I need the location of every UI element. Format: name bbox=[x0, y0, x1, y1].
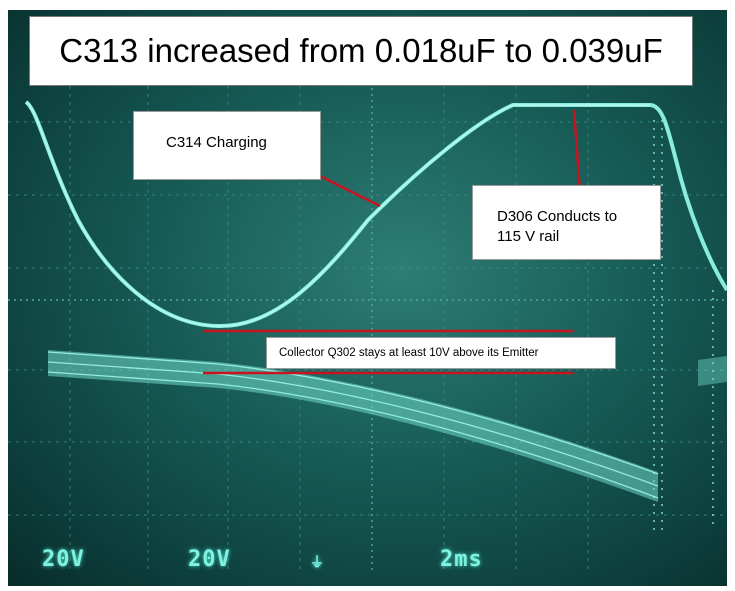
callout-lines bbox=[203, 109, 582, 375]
title-callout: C313 increased from 0.018uF to 0.039uF bbox=[29, 16, 693, 86]
q302-label: Collector Q302 stays at least 10V above … bbox=[279, 347, 539, 359]
scope-graticule-and-traces bbox=[8, 70, 727, 570]
c314-callout: C314 Charging bbox=[133, 111, 321, 180]
d306-label-line2: 115 V rail bbox=[497, 228, 560, 245]
waveform-lower-band bbox=[48, 350, 658, 502]
graticule bbox=[8, 70, 727, 570]
q302-callout: Collector Q302 stays at least 10V above … bbox=[266, 337, 616, 369]
oscilloscope-screen bbox=[8, 10, 727, 586]
title-text: C313 increased from 0.018uF to 0.039uF bbox=[59, 32, 663, 69]
retrace-dots bbox=[653, 120, 714, 530]
graticule-center-axes bbox=[8, 70, 727, 570]
callout-line-d306 bbox=[572, 109, 582, 193]
d306-label-line1: D306 Conducts to bbox=[497, 208, 618, 225]
timebase-readout: 2ms bbox=[440, 547, 483, 572]
ch2-volts-readout: 20V bbox=[188, 547, 231, 572]
c314-label: C314 Charging bbox=[166, 134, 267, 151]
coupling-icon: ⏚ bbox=[310, 555, 325, 571]
d306-callout: D306 Conducts to 115 V rail bbox=[472, 185, 661, 260]
ch1-volts-readout: 20V bbox=[42, 547, 85, 572]
